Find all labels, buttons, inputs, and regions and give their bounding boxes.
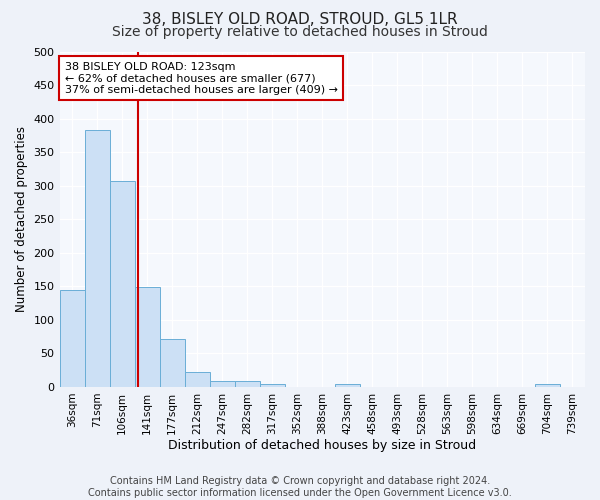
Text: 38, BISLEY OLD ROAD, STROUD, GL5 1LR: 38, BISLEY OLD ROAD, STROUD, GL5 1LR	[142, 12, 458, 26]
Bar	[535, 384, 560, 387]
Text: 38 BISLEY OLD ROAD: 123sqm
← 62% of detached houses are smaller (677)
37% of sem: 38 BISLEY OLD ROAD: 123sqm ← 62% of deta…	[65, 62, 338, 95]
Text: Contains HM Land Registry data © Crown copyright and database right 2024.
Contai: Contains HM Land Registry data © Crown c…	[88, 476, 512, 498]
Bar	[260, 384, 285, 387]
Bar	[209, 381, 235, 387]
Bar	[335, 384, 360, 387]
Bar	[85, 130, 110, 387]
Bar	[235, 381, 260, 387]
Bar	[185, 372, 209, 387]
Bar	[110, 181, 134, 387]
Text: Size of property relative to detached houses in Stroud: Size of property relative to detached ho…	[112, 25, 488, 39]
X-axis label: Distribution of detached houses by size in Stroud: Distribution of detached houses by size …	[168, 440, 476, 452]
Y-axis label: Number of detached properties: Number of detached properties	[15, 126, 28, 312]
Bar	[160, 340, 185, 387]
Bar	[134, 287, 160, 387]
Bar	[59, 290, 85, 387]
